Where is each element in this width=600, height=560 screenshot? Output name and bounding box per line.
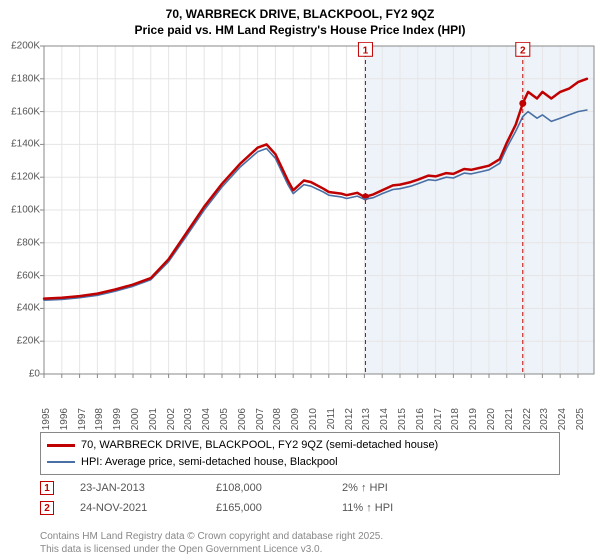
svg-text:2: 2	[520, 45, 526, 56]
y-axis-label: £40K	[0, 303, 40, 314]
legend-swatch-blue	[47, 461, 75, 463]
data-rows: 1 23-JAN-2013 £108,000 2% ↑ HPI 2 24-NOV…	[40, 478, 560, 518]
x-axis-label: 2008	[272, 408, 283, 430]
x-axis-label: 2004	[201, 408, 212, 430]
x-axis-label: 2013	[361, 408, 372, 430]
legend-swatch-red	[47, 444, 75, 447]
x-axis-label: 1996	[59, 408, 70, 430]
x-axis-label: 2017	[433, 408, 444, 430]
legend-label: HPI: Average price, semi-detached house,…	[81, 454, 338, 471]
legend-row: 70, WARBRECK DRIVE, BLACKPOOL, FY2 9QZ (…	[47, 437, 553, 454]
x-axis-label: 1998	[94, 408, 105, 430]
x-axis-label: 2023	[539, 408, 550, 430]
x-axis-label: 2020	[486, 408, 497, 430]
footer: Contains HM Land Registry data © Crown c…	[40, 530, 580, 556]
footer-line1: Contains HM Land Registry data © Crown c…	[40, 530, 580, 543]
y-axis-label: £180K	[0, 73, 40, 84]
x-axis-label: 2002	[166, 408, 177, 430]
x-axis-label: 2003	[183, 408, 194, 430]
svg-text:1: 1	[363, 45, 369, 56]
title-line1: 70, WARBRECK DRIVE, BLACKPOOL, FY2 9QZ	[0, 6, 600, 22]
y-axis-label: £200K	[0, 41, 40, 52]
x-axis-label: 2014	[379, 408, 390, 430]
x-axis-label: 1997	[77, 408, 88, 430]
data-pct: 11% ↑ HPI	[342, 502, 462, 514]
x-axis-label: 2007	[255, 408, 266, 430]
x-axis-label: 2006	[237, 408, 248, 430]
x-axis-label: 2015	[397, 408, 408, 430]
y-axis-label: £140K	[0, 139, 40, 150]
footer-line2: This data is licensed under the Open Gov…	[40, 543, 580, 556]
data-price: £165,000	[216, 502, 316, 514]
x-axis-label: 1999	[112, 408, 123, 430]
x-axis-label: 2000	[130, 408, 141, 430]
x-axis-label: 2010	[308, 408, 319, 430]
x-axis-label: 2024	[557, 408, 568, 430]
x-axis-label: 2012	[344, 408, 355, 430]
x-axis-label: 2025	[575, 408, 586, 430]
x-axis-label: 2016	[415, 408, 426, 430]
x-axis-label: 1995	[41, 408, 52, 430]
y-axis-label: £160K	[0, 106, 40, 117]
marker-badge: 2	[40, 501, 54, 515]
x-axis-label: 2019	[468, 408, 479, 430]
legend-label: 70, WARBRECK DRIVE, BLACKPOOL, FY2 9QZ (…	[81, 437, 438, 454]
data-row: 2 24-NOV-2021 £165,000 11% ↑ HPI	[40, 498, 560, 518]
legend: 70, WARBRECK DRIVE, BLACKPOOL, FY2 9QZ (…	[40, 432, 560, 475]
data-row: 1 23-JAN-2013 £108,000 2% ↑ HPI	[40, 478, 560, 498]
legend-row: HPI: Average price, semi-detached house,…	[47, 454, 553, 471]
x-axis-label: 2009	[290, 408, 301, 430]
x-axis-label: 2005	[219, 408, 230, 430]
marker-badge: 1	[40, 481, 54, 495]
chart-svg: 12	[0, 42, 600, 422]
x-axis-label: 2021	[504, 408, 515, 430]
data-date: 24-NOV-2021	[80, 502, 190, 514]
y-axis-label: £80K	[0, 237, 40, 248]
y-axis-label: £60K	[0, 270, 40, 281]
y-axis-label: £100K	[0, 205, 40, 216]
chart-title-block: 70, WARBRECK DRIVE, BLACKPOOL, FY2 9QZ P…	[0, 0, 600, 38]
chart-area: 12	[0, 42, 600, 422]
x-axis-label: 2011	[326, 408, 337, 430]
y-axis-label: £20K	[0, 336, 40, 347]
data-price: £108,000	[216, 482, 316, 494]
data-date: 23-JAN-2013	[80, 482, 190, 494]
y-axis-label: £120K	[0, 172, 40, 183]
title-line2: Price paid vs. HM Land Registry's House …	[0, 22, 600, 38]
x-axis-label: 2001	[148, 408, 159, 430]
x-axis-label: 2022	[522, 408, 533, 430]
x-axis-label: 2018	[450, 408, 461, 430]
y-axis-label: £0	[0, 369, 40, 380]
data-pct: 2% ↑ HPI	[342, 482, 462, 494]
